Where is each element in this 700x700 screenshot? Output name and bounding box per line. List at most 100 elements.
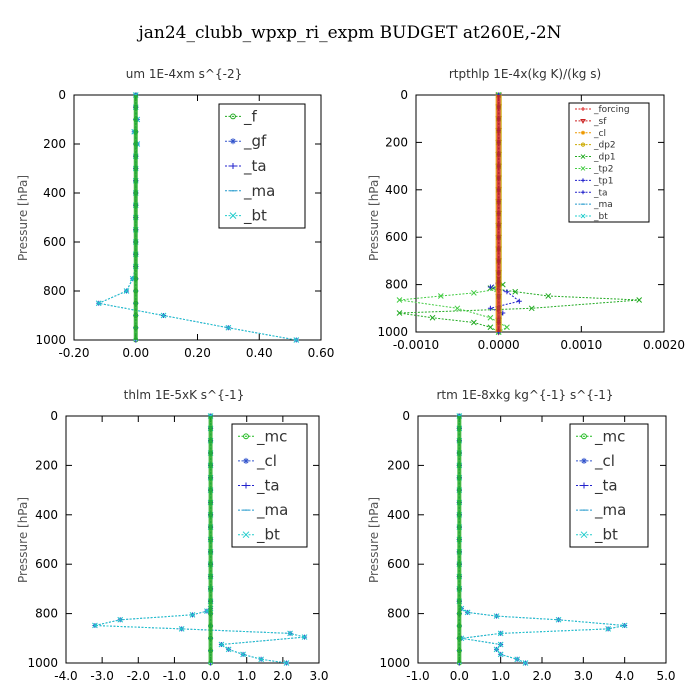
legend-label: _cl [593,129,606,139]
legend-entry: _ta [575,188,608,198]
plot-frame [65,415,320,664]
series-line [488,95,521,332]
x-tick-label: -0.20 [58,346,89,360]
data-point [555,616,562,623]
legend-label: _bt [594,526,618,545]
data-point [189,611,196,618]
data-point [487,314,494,321]
data-point [545,293,552,299]
data-point [512,288,519,295]
legend-label: _bt [593,212,608,222]
data-point [429,314,436,321]
data-point [504,289,510,295]
legend-marker [230,113,236,120]
legend-entry: _bt [225,207,267,226]
legend-entry: _cl [238,452,277,471]
data-point [454,305,461,312]
data-point [487,284,493,290]
legend-label: _mc [256,427,287,446]
y-tick-label: 200 [385,135,408,149]
x-tick-label: 1.0 [491,669,510,683]
legend-entry: _cl [576,452,615,471]
x-tick-label: 2.0 [532,669,551,683]
y-tick-label: 400 [385,183,408,197]
y-tick-label: 200 [35,458,58,472]
data-point [504,324,510,331]
panel-thlm: thlm 1E-5xK s^{-1} Pressure [hPa] -4.0 -3… [16,388,329,683]
legend-label: _sf [593,117,607,127]
x-tick-label: 4.0 [615,669,634,683]
legend-marker [580,531,588,539]
legend-entry: _ma [238,501,288,520]
y-tick-label: 0 [400,88,408,102]
legend-box [568,102,650,223]
legend-label: _ma [256,501,288,520]
data-point [522,660,529,666]
legend-entry: _bt [576,526,618,545]
x-tick-label: -4.0 [54,669,77,683]
panel-title: thlm 1E-5xK s^{-1} [124,388,245,402]
x-tick-label: 3.0 [309,669,328,683]
legend-entry: _ma [575,200,613,210]
x-tick-label: 0.0020 [643,338,685,352]
y-tick-label: 400 [387,508,410,522]
legend-label: _bt [256,526,280,545]
legend-marker [580,118,586,124]
data-point [225,646,232,653]
data-point [218,641,225,648]
legend: _f _gf _ta _ma _bt [218,103,306,229]
legend-entry: _ta [225,157,267,176]
legend-marker [581,106,585,111]
legend-entry: _mc [576,427,625,446]
data-point [487,324,494,331]
y-tick-label: 600 [35,557,58,571]
legend-entry: _dp1 [575,153,616,163]
data-point [396,310,403,316]
y-tick-label: 400 [35,508,58,522]
data-point [301,634,308,640]
data-point [225,324,232,331]
legend-marker [580,154,586,159]
legend-label: _cl [256,452,277,471]
y-axis-label: Pressure [hPa] [367,175,381,261]
y-tick-label: 400 [43,186,66,200]
legend-entry: _mc [238,427,287,446]
data-point [471,319,477,326]
data-point [621,622,628,629]
legend-entry: _forcing [575,105,630,115]
legend-label: _ta [243,157,267,176]
data-point [437,293,444,299]
panel-title: rtm 1E-8xkg kg^{-1} s^{-1} [436,388,613,402]
x-tick-label: -0.0010 [393,338,439,352]
legend-marker [230,163,236,169]
y-tick-label: 600 [385,230,408,244]
legend-label: _ta [256,477,280,496]
legend-entry: _sf [575,117,607,127]
legend-entry: _tp1 [575,176,613,186]
y-tick-label: 600 [387,557,410,571]
legend-label: _gf [243,132,267,151]
legend-marker [243,482,249,489]
y-tick-label: 800 [385,278,408,292]
x-tick-label: 0.0 [201,669,220,683]
data-point [123,288,130,294]
x-tick-label: 0.0010 [560,338,602,352]
x-tick-label: -1.0 [163,669,186,683]
x-tick-label: 3.0 [574,669,593,683]
data-point [516,298,522,304]
x-tick-label: 2.0 [273,669,292,683]
data-point [471,290,477,296]
plot-frame [415,94,665,333]
data-point [287,630,293,637]
series-tp2 [396,92,510,335]
y-tick-label: 800 [43,284,66,298]
panel-title: rtpthlp 1E-4x(kg K)/(kg s) [449,67,601,81]
legend-marker [580,142,586,147]
legend-label: _ma [594,501,626,520]
figure-title: jan24_clubb_wpxp_ri_expm BUDGET at260E,-… [136,23,561,43]
y-tick-label: 800 [35,607,58,621]
panel-rtm: rtm 1E-8xkg kg^{-1} s^{-1} Pressure [hPa… [367,388,676,683]
y-tick-label: 0 [402,409,410,423]
legend-marker [580,213,586,219]
legend-entry: _bt [238,526,280,545]
